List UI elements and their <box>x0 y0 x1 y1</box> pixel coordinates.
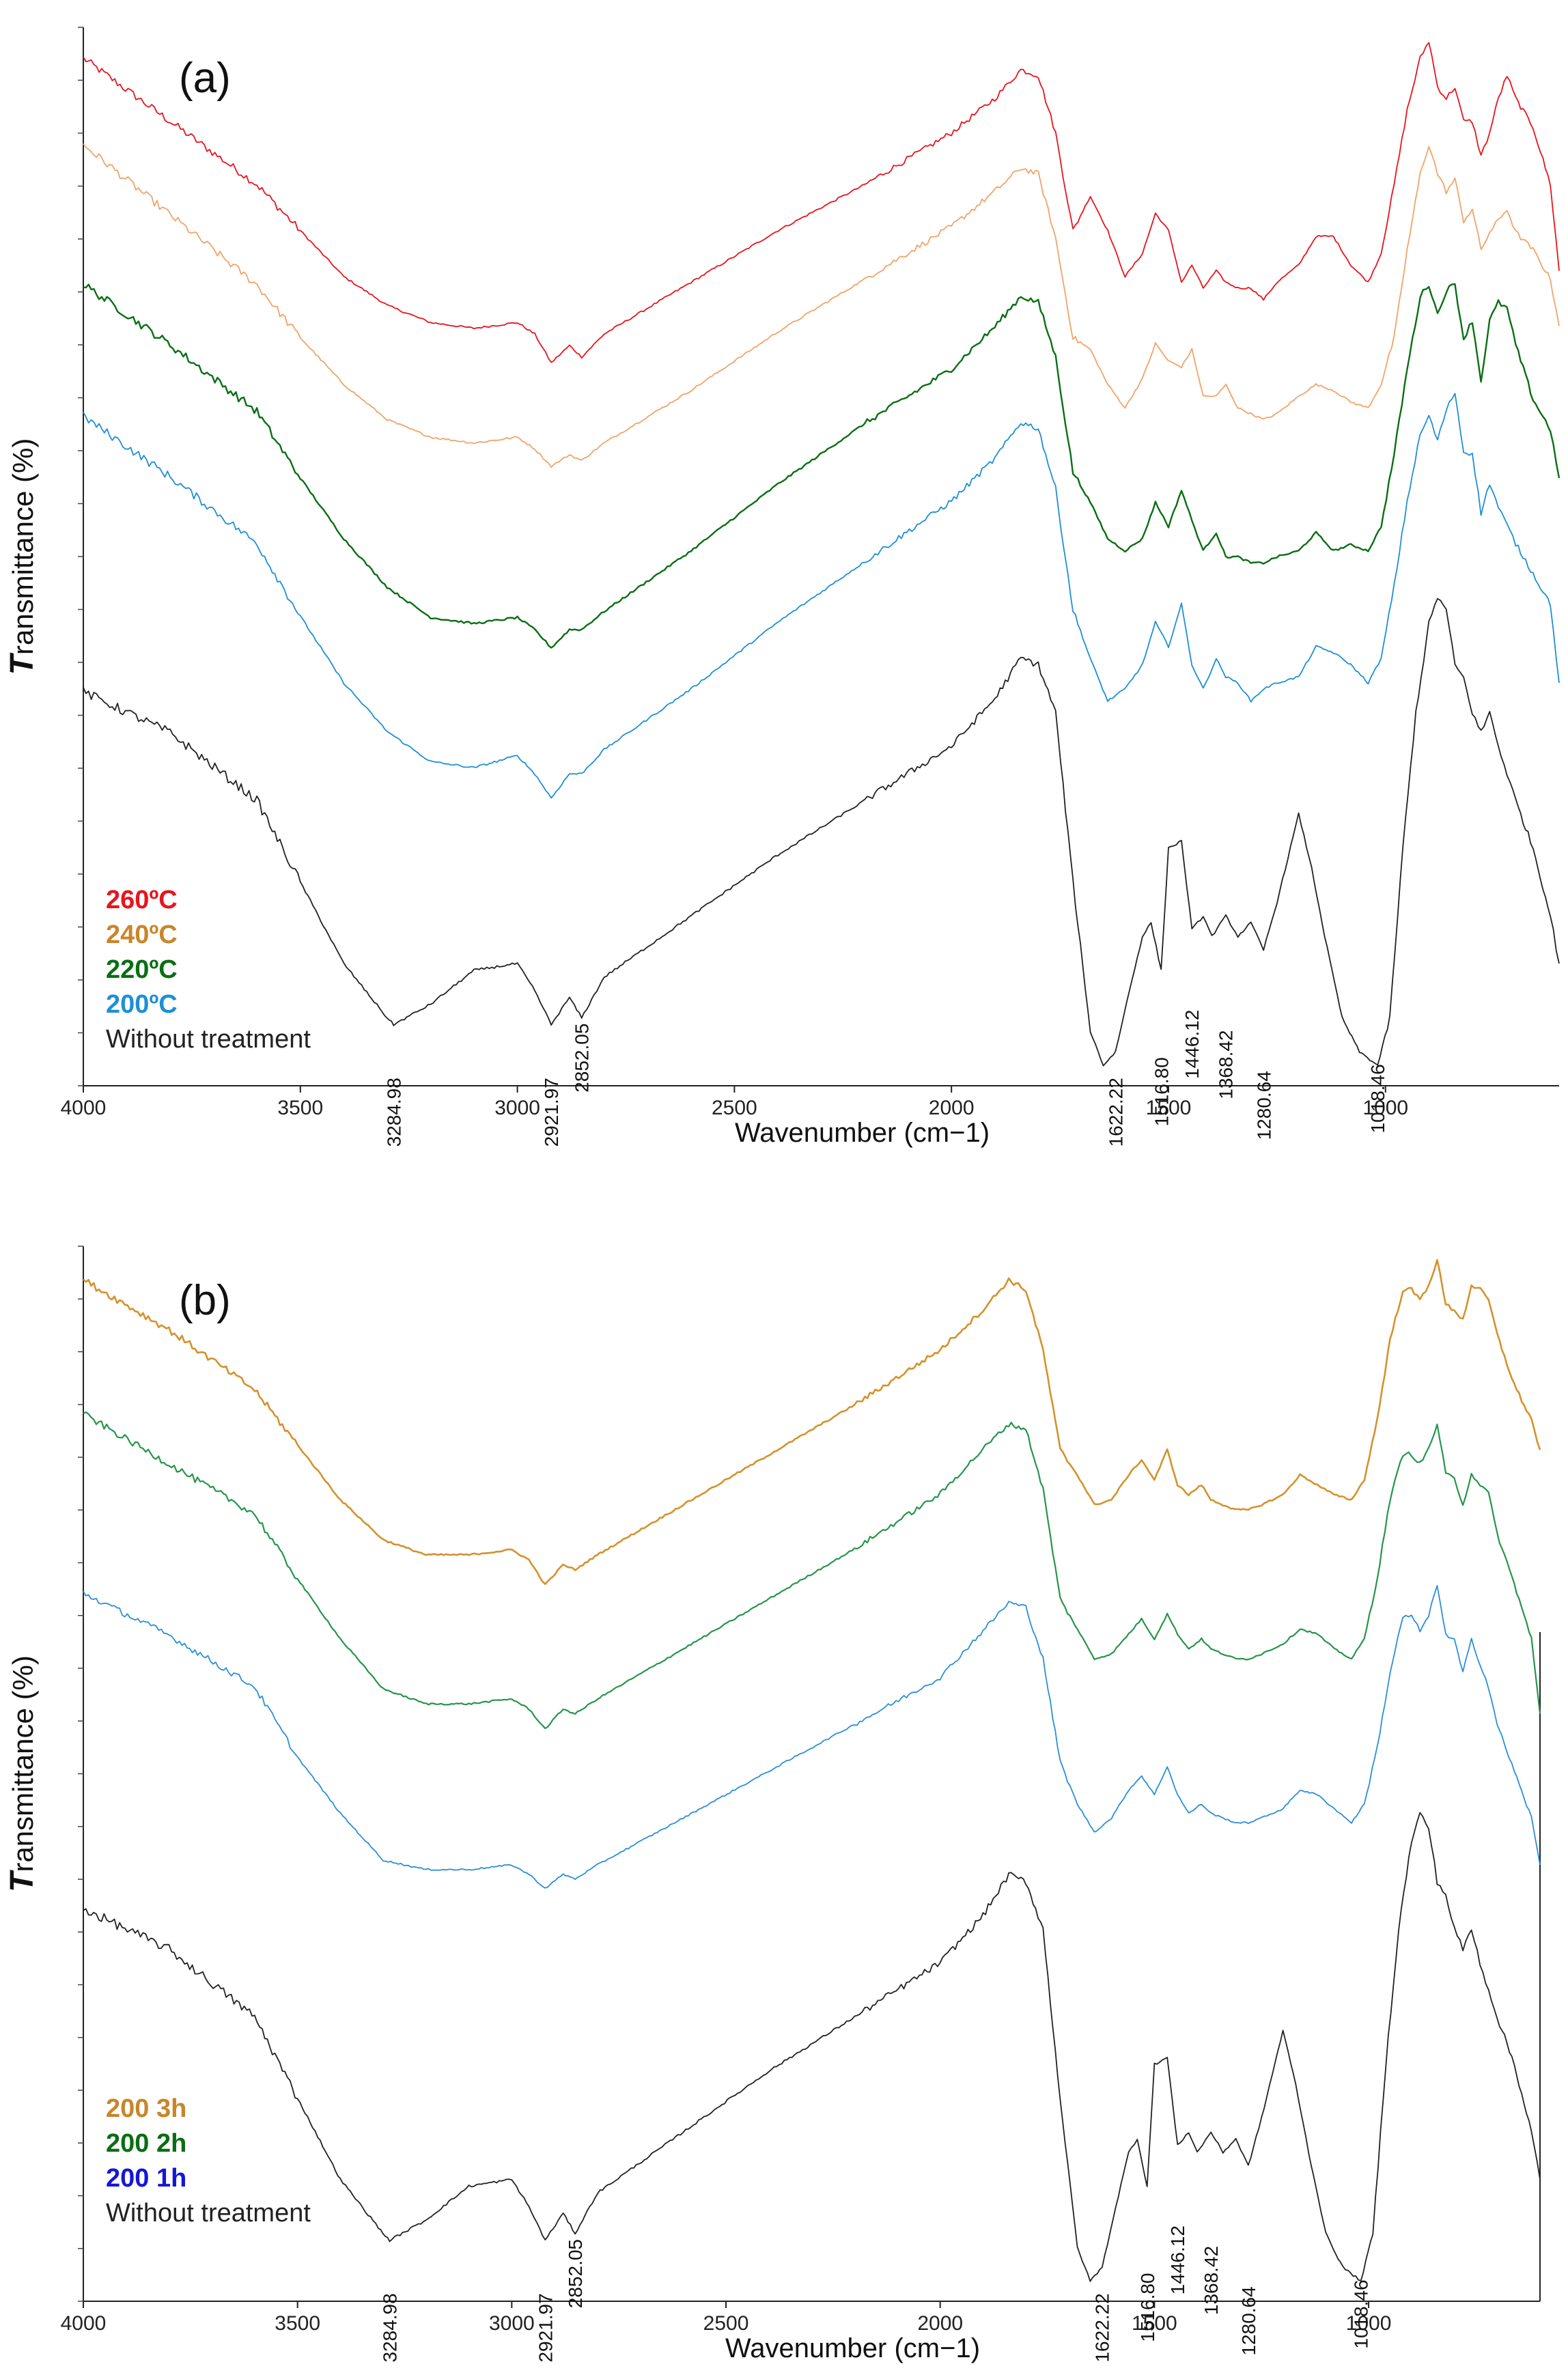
peak-label: 1280.64 <box>1238 2286 1259 2355</box>
panel-b: 4000 3500 3000 2500 2000 1500 1000 Wavenumber (… <box>4 1246 1541 2363</box>
x-tick-label: 3000 <box>489 2312 535 2335</box>
peak-label: 1368.42 <box>1216 1030 1237 1099</box>
series-line-200-2h <box>83 1411 1541 1730</box>
x-tick-label: 1500 <box>1146 1097 1192 1119</box>
series-line-200-c <box>83 393 1560 799</box>
legend-entry: Without treatment <box>106 1025 311 1054</box>
peak-label: 2921.97 <box>541 1078 562 1147</box>
legend-entry: 200 2h <box>106 2129 186 2158</box>
x-axis-label: Wavenumber (cm−1) <box>725 2333 980 2363</box>
peak-label: 1622.22 <box>1105 1078 1126 1147</box>
peak-label: 3284.98 <box>384 1078 405 1147</box>
peak-label: 1516.80 <box>1137 2273 1158 2342</box>
x-tick-label: 3000 <box>494 1097 540 1119</box>
x-tick-label: 4000 <box>61 2312 107 2335</box>
series-line-220-c <box>83 283 1560 649</box>
series-line-200-3h <box>83 1259 1541 1585</box>
series-line-240-c <box>83 143 1560 468</box>
series-line-260-c <box>83 42 1560 363</box>
x-tick-label: 2000 <box>917 2312 963 2335</box>
x-tick-label: 1000 <box>1346 2312 1392 2335</box>
x-tick-label: 4000 <box>61 1097 107 1119</box>
legend-entry: 200 1h <box>106 2164 186 2193</box>
peak-label: 1018.46 <box>1367 1064 1388 1133</box>
legend-entry: 220ºC <box>106 955 178 984</box>
legend-entry: 260ºC <box>106 886 178 914</box>
series-line-without-treatment <box>83 598 1560 1067</box>
legend-entry: 200 3h <box>106 2094 186 2123</box>
x-tick-label: 3500 <box>275 2312 320 2335</box>
peak-label: 1516.80 <box>1151 1057 1172 1126</box>
peak-label: 1446.12 <box>1167 2225 1188 2294</box>
x-axis-label: Wavenumber (cm−1) <box>735 1118 990 1148</box>
panel-label: (a) <box>179 55 231 102</box>
legend-entry: 200ºC <box>106 990 178 1019</box>
peak-label: 2921.97 <box>535 2293 556 2362</box>
x-tick-label: 2500 <box>712 1097 757 1119</box>
x-tick-label: 1500 <box>1132 2312 1177 2335</box>
peak-label: 1368.42 <box>1201 2246 1222 2315</box>
x-tick-label: 3500 <box>277 1097 323 1119</box>
x-tick-label: 2000 <box>929 1097 975 1119</box>
series-line-200-1h <box>83 1585 1541 1889</box>
peak-label: 1446.12 <box>1181 1010 1203 1079</box>
peak-label: 1280.64 <box>1253 1071 1274 1140</box>
peak-label: 2852.05 <box>572 1024 593 1093</box>
x-tick-label: 2500 <box>703 2312 749 2335</box>
panel-a: 4000 3500 3000 2500 2000 1500 1000 Wavenumber (… <box>4 27 1560 1148</box>
legend-entry: Without treatment <box>106 2199 311 2228</box>
series-line-without-treatment <box>83 1812 1541 2282</box>
panel-label: (b) <box>179 1277 231 1324</box>
peak-label: 2852.05 <box>565 2239 586 2308</box>
legend-entry: 240ºC <box>106 921 178 949</box>
peak-label: 3284.98 <box>380 2293 401 2362</box>
y-axis-label: Transmittance (%) <box>4 1655 40 1892</box>
y-axis-label: Transmittance (%) <box>4 438 40 675</box>
peak-label: 1622.22 <box>1092 2293 1113 2362</box>
x-tick-label: 1000 <box>1362 1097 1408 1119</box>
peak-label: 1018.46 <box>1351 2279 1372 2348</box>
